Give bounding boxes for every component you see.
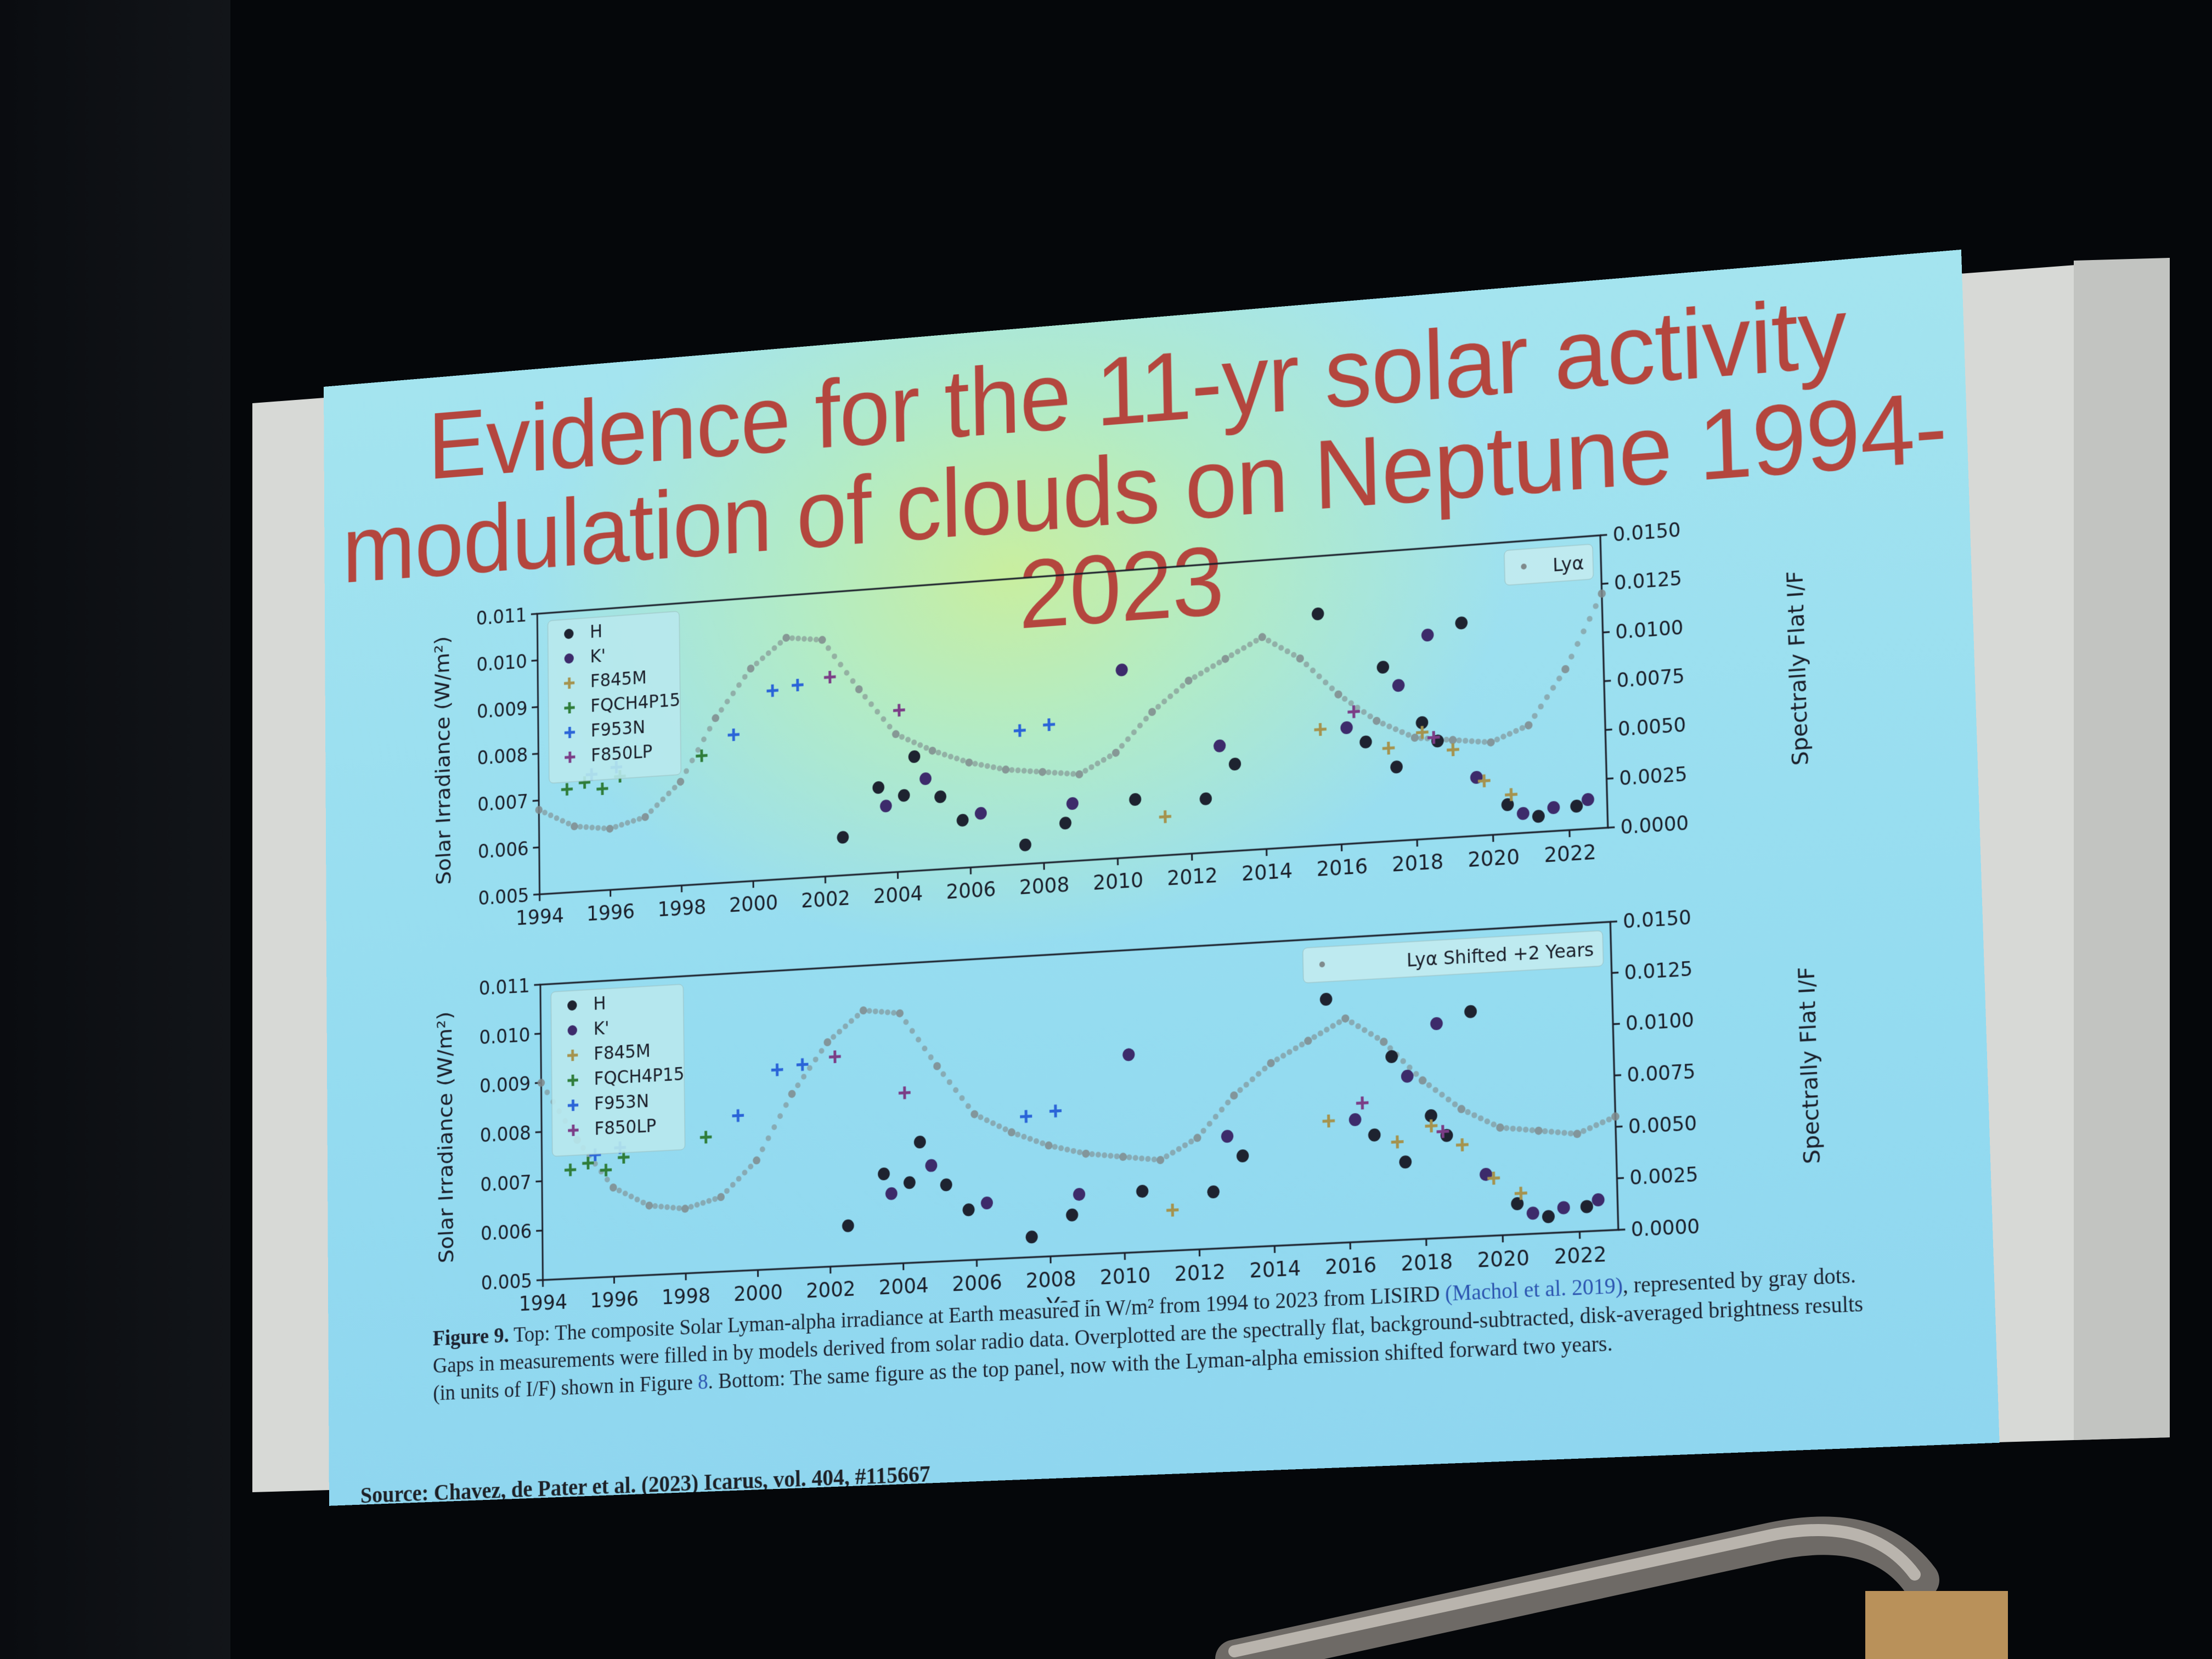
photo-scene: Evidence for the 11-yr solar activity mo… bbox=[0, 0, 2212, 1659]
handrail bbox=[0, 0, 2212, 1659]
